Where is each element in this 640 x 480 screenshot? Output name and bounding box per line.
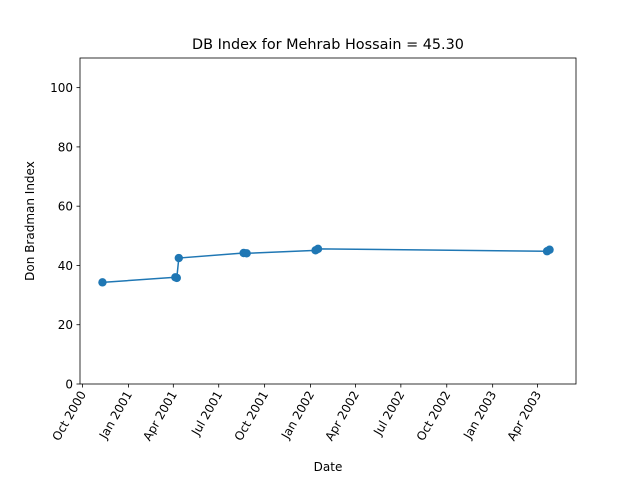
- x-axis: Oct 2000 Jan 2001 Apr 2001 Jul 2001 Oct 2001…: [49, 384, 544, 443]
- x-tick-label: Jul 2002: [370, 389, 407, 439]
- data-point: [172, 273, 182, 283]
- x-tick-label: Oct 2001: [232, 389, 272, 444]
- y-tick-label: 60: [58, 200, 73, 214]
- x-tick-label: Jul 2001: [188, 389, 225, 439]
- x-tick-label: Jan 2002: [278, 389, 317, 443]
- data-point: [174, 253, 184, 263]
- x-tick-label: Oct 2000: [49, 389, 89, 444]
- x-tick-label: Apr 2003: [504, 389, 544, 444]
- x-tick-label: Oct 2002: [414, 389, 454, 444]
- x-tick-label: Jan 2003: [460, 389, 499, 443]
- x-tick-label: Jan 2001: [96, 389, 135, 443]
- y-axis: 0 20 40 60 80 100: [50, 81, 80, 392]
- plot-area: [79, 57, 577, 385]
- y-tick-label: 0: [65, 378, 73, 392]
- data-point: [313, 244, 323, 254]
- data-point: [242, 249, 251, 258]
- chart-title: DB Index for Mehrab Hossain = 45.30: [192, 37, 464, 53]
- x-tick-label: Apr 2001: [140, 389, 180, 444]
- data-point: [545, 245, 554, 254]
- y-tick-label: 40: [58, 259, 73, 273]
- y-tick-label: 20: [58, 318, 73, 332]
- x-axis-label: Date: [314, 460, 343, 474]
- x-tick-label: Apr 2002: [322, 389, 362, 444]
- data-point: [98, 278, 107, 287]
- y-axis-label: Don Bradman Index: [23, 161, 37, 281]
- series-line-group: [98, 244, 554, 287]
- y-tick-label: 80: [58, 140, 73, 154]
- y-tick-label: 100: [50, 81, 73, 95]
